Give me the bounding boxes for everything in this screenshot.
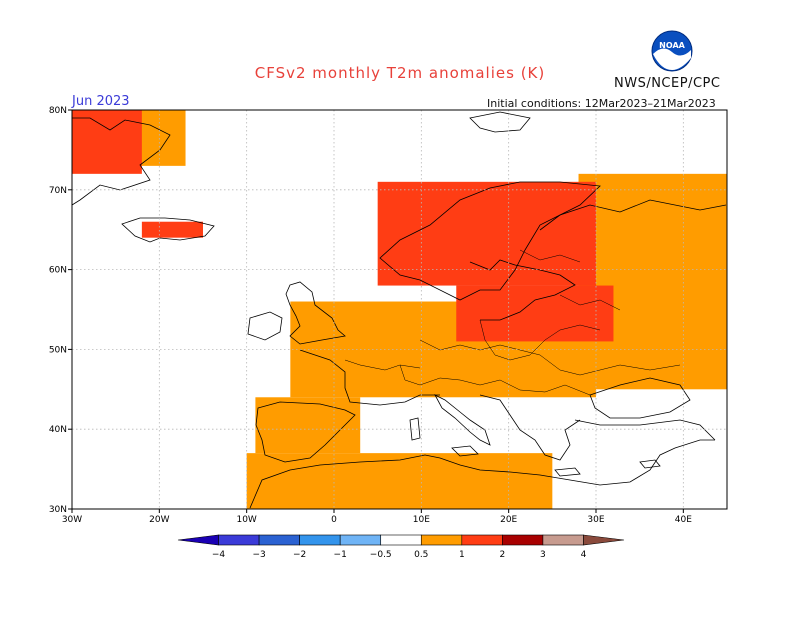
x-tick-label: 0	[331, 515, 337, 525]
legend-swatch	[583, 534, 625, 546]
legend-swatch	[258, 534, 300, 546]
anomaly-region-greenland-east	[72, 110, 142, 174]
grid-lines	[72, 110, 727, 509]
y-tick-label: 80N	[49, 106, 67, 116]
map-frame	[71, 109, 728, 510]
chart-title: CFSv2 monthly T2m anomalies (K)	[254, 64, 546, 82]
legend-label: 0.5	[414, 550, 428, 560]
coast-greenland	[72, 117, 171, 206]
anomaly-regions	[72, 110, 727, 509]
x-tick-label: 30E	[587, 515, 604, 525]
axis-ticks: 30W 20W 10W 0 10E 20E 30E 40E 30N 40N 50N 60N 70N 80N	[49, 106, 692, 525]
coast-svalbard	[469, 111, 531, 133]
anomaly-region-russia-west	[578, 173, 727, 390]
y-tick-label: 30N	[49, 505, 67, 515]
y-tick-label: 40N	[49, 425, 67, 435]
legend-swatch	[420, 534, 463, 546]
logo-text: NOAA	[659, 41, 685, 50]
x-tick-label: 40E	[675, 515, 692, 525]
legend-label: −1	[334, 550, 347, 560]
legend-swatch	[461, 534, 503, 546]
coast-finland	[539, 199, 727, 231]
coast-north-africa	[249, 439, 715, 509]
coast-europe-west	[299, 349, 440, 406]
legend-label: 4	[581, 550, 587, 560]
x-tick-label: 10E	[413, 515, 430, 525]
legend-label: 3	[540, 550, 546, 560]
legend-label: −2	[293, 550, 306, 560]
y-tick-label: 50N	[49, 345, 67, 355]
coast-scandinavia	[379, 181, 601, 301]
legend-label: −0.5	[370, 550, 392, 560]
coastlines	[72, 111, 727, 509]
coast-italy	[434, 394, 491, 446]
x-tick-label: 20E	[500, 515, 517, 525]
coast-baltic	[469, 259, 576, 321]
valid-month-label: Jun 2023	[72, 94, 130, 109]
legend-swatch	[299, 534, 341, 546]
legend-label: −3	[252, 550, 265, 560]
noaa-logo-icon: NOAA	[651, 30, 693, 72]
legend-swatch	[380, 534, 422, 546]
y-tick-label: 70N	[49, 186, 67, 196]
coast-balkans	[479, 394, 581, 461]
coast-iceland	[121, 217, 215, 243]
coast-sicily	[451, 445, 479, 457]
country-borders	[344, 249, 681, 396]
coast-great-britain	[285, 281, 346, 345]
coast-turkey	[574, 419, 716, 441]
anomaly-region-iberia	[255, 397, 361, 454]
legend-label: 1	[459, 550, 465, 560]
legend-swatch	[218, 534, 260, 546]
anomaly-region-poland-baltics	[456, 285, 614, 342]
coast-black-sea	[589, 377, 691, 419]
legend-label: −4	[212, 550, 226, 560]
x-tick-label: 30W	[62, 515, 82, 525]
anomaly-region-iceland	[141, 221, 203, 238]
legend-swatch	[502, 534, 544, 546]
coast-iberia	[255, 401, 356, 463]
coast-ireland	[247, 311, 283, 341]
organization-label: NWS/NCEP/CPC	[614, 76, 721, 91]
coast-sardinia	[409, 417, 421, 441]
coast-crete	[554, 467, 581, 477]
anomaly-region-scandinavia	[377, 181, 596, 286]
initial-conditions-label: Initial conditions: 12Mar2023–21Mar2023	[487, 97, 716, 110]
legend-swatch	[542, 534, 584, 546]
anomaly-region-north-africa	[246, 453, 553, 509]
coast-cyprus	[639, 459, 661, 469]
color-legend: −4 −3 −2 −1 −0.5 0.5 1 2 3 4	[177, 534, 625, 560]
y-tick-label: 60N	[49, 266, 67, 276]
x-tick-label: 10W	[236, 515, 256, 525]
x-tick-label: 20W	[149, 515, 169, 525]
legend-swatch	[177, 534, 219, 546]
legend-label: 2	[499, 550, 505, 560]
legend-swatch	[339, 534, 382, 546]
